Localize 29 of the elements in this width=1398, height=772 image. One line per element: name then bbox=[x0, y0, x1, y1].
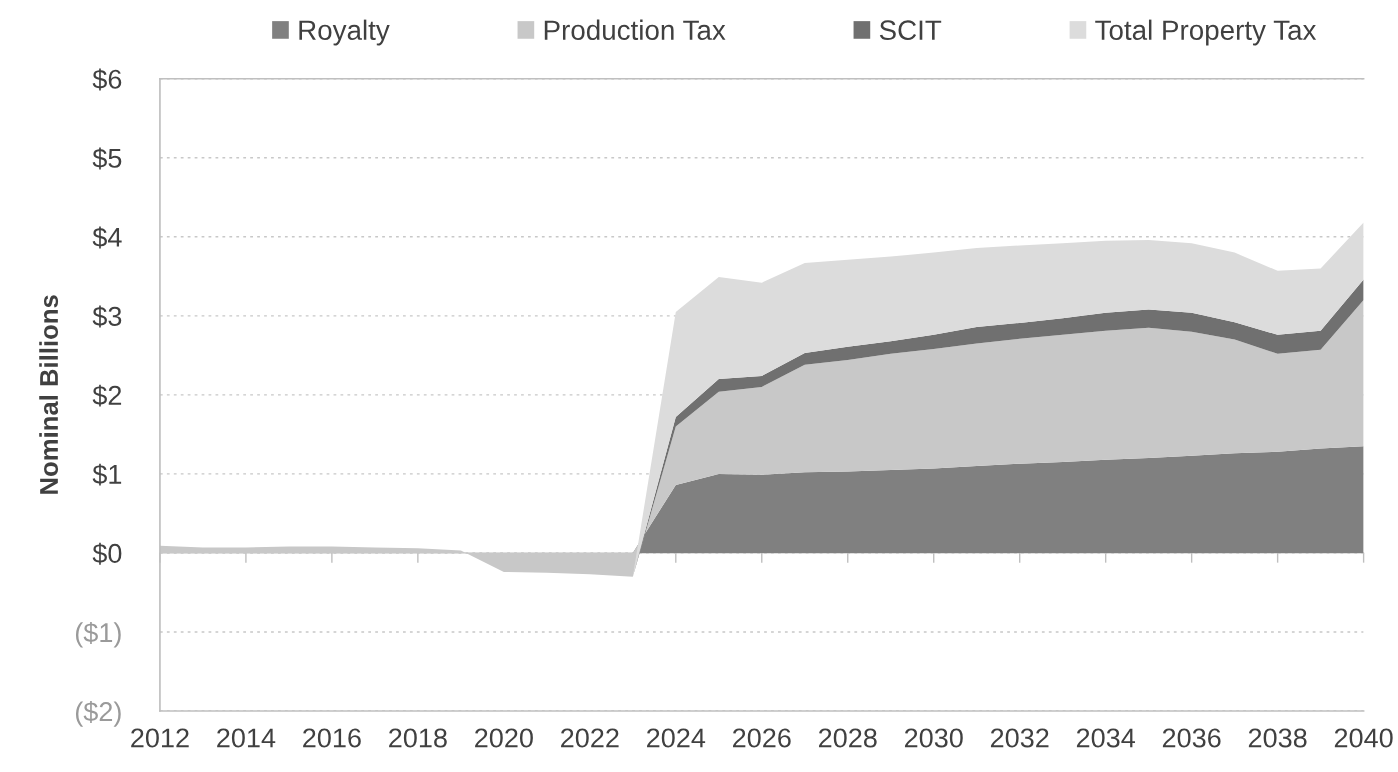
legend-label: Royalty bbox=[299, 19, 390, 46]
x-tick-label: 2030 bbox=[904, 728, 963, 748]
x-tick-label: 2024 bbox=[647, 728, 706, 748]
x-tick-label: 2022 bbox=[561, 728, 619, 748]
x-tick-label: 2026 bbox=[733, 728, 791, 748]
y-tick-label: ($1) bbox=[75, 621, 121, 648]
y-tick-label: ($2) bbox=[75, 700, 121, 727]
x-tick-label: 2038 bbox=[1248, 728, 1307, 748]
x-tick-label: 2040 bbox=[1334, 728, 1393, 748]
legend-label: Production Tax bbox=[544, 19, 726, 41]
x-tick-label: 2018 bbox=[389, 728, 447, 748]
y-axis-title: Nominal Billions bbox=[39, 295, 59, 494]
x-tick-label: 2016 bbox=[303, 728, 361, 748]
y-tick-label: $0 bbox=[92, 542, 122, 565]
y-tick-label: $2 bbox=[92, 384, 122, 407]
legend-label: Total Property Tax bbox=[1095, 19, 1317, 46]
x-tick-label: 2036 bbox=[1162, 728, 1221, 748]
y-tick-label: $5 bbox=[92, 147, 122, 170]
y-tick-label: $3 bbox=[92, 305, 122, 328]
x-tick-label: 2012 bbox=[131, 728, 189, 748]
y-tick-label: $4 bbox=[92, 226, 122, 249]
x-tick-label: 2014 bbox=[217, 728, 276, 748]
y-tick-label: $6 bbox=[92, 68, 122, 91]
x-tick-label: 2020 bbox=[475, 728, 533, 748]
x-tick-label: 2028 bbox=[818, 728, 877, 748]
x-tick-label: 2032 bbox=[990, 728, 1049, 748]
x-tick-label: 2034 bbox=[1076, 728, 1136, 748]
y-tick-label: $1 bbox=[92, 463, 122, 486]
legend-label: SCIT bbox=[879, 20, 942, 41]
